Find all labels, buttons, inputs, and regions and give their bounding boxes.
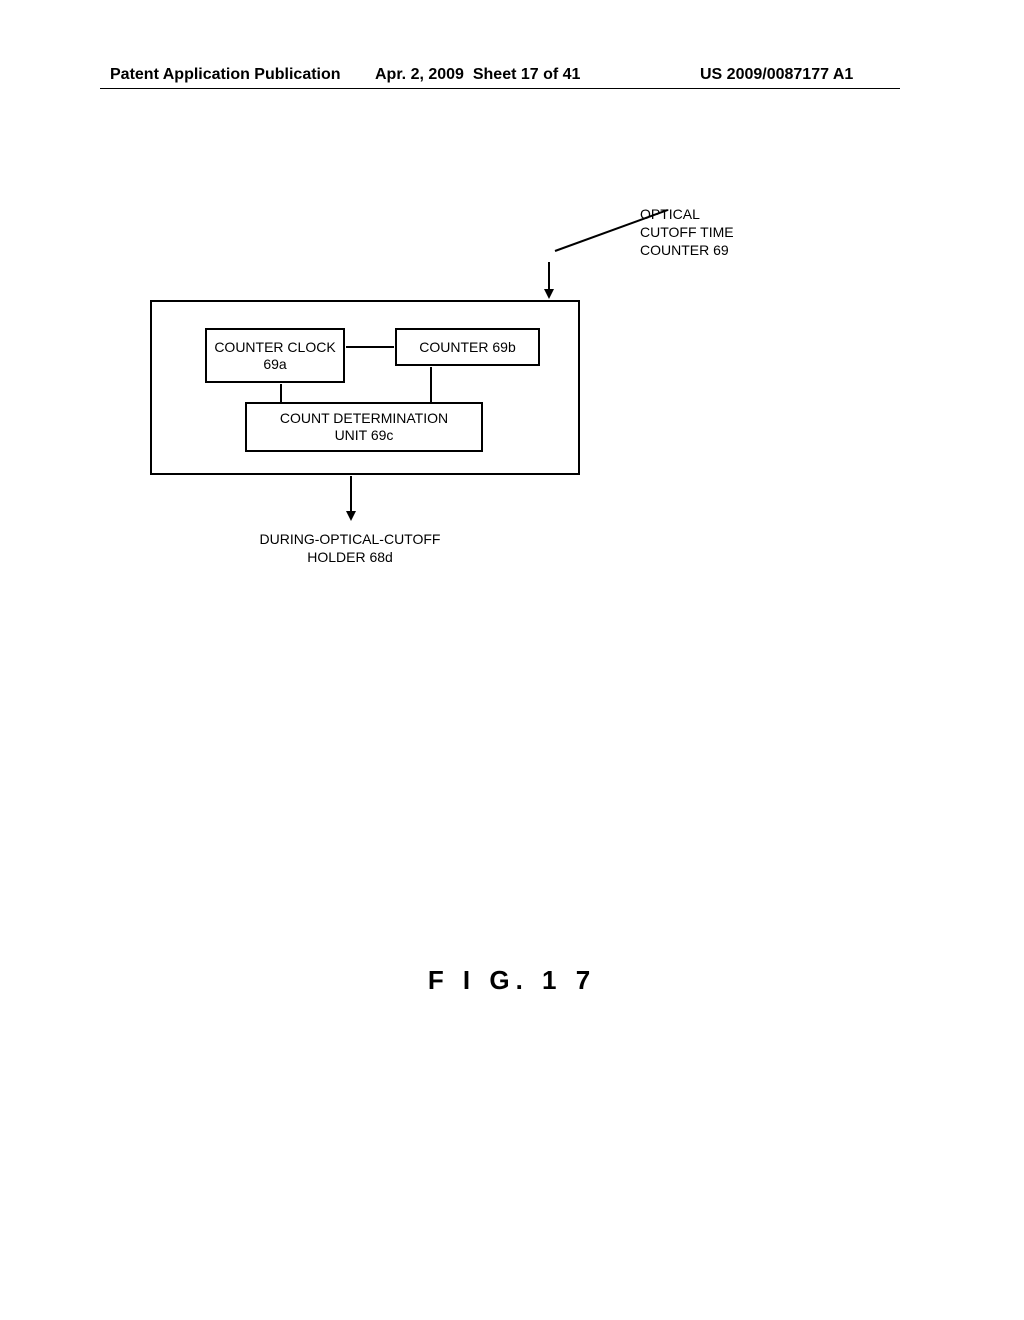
clock-to-determination-link: [280, 384, 282, 402]
main-block-label: OPTICAL CUTOFF TIME COUNTER 69: [640, 205, 750, 260]
block-diagram: OPTICAL CUTOFF TIME COUNTER 69 COUNTER C…: [150, 230, 750, 630]
output-label: DURING-OPTICAL-CUTOFF HOLDER 68d: [245, 530, 455, 566]
counter-to-determination-link: [430, 367, 432, 402]
date-sheet: Apr. 2, 2009 Sheet 17 of 41: [375, 66, 580, 84]
figure-number: F I G. 1 7: [0, 965, 1024, 996]
count-determination-block: COUNT DETERMINATION UNIT 69c: [245, 402, 483, 452]
publication-type: Patent Application Publication: [110, 66, 341, 84]
leader-arrow: [548, 262, 550, 294]
header-divider: [100, 88, 900, 89]
counter-block: COUNTER 69b: [395, 328, 540, 366]
publication-number: US 2009/0087177 A1: [700, 66, 853, 84]
counter-clock-block: COUNTER CLOCK 69a: [205, 328, 345, 383]
output-arrow: [350, 476, 352, 516]
clock-to-counter-link: [346, 346, 394, 348]
